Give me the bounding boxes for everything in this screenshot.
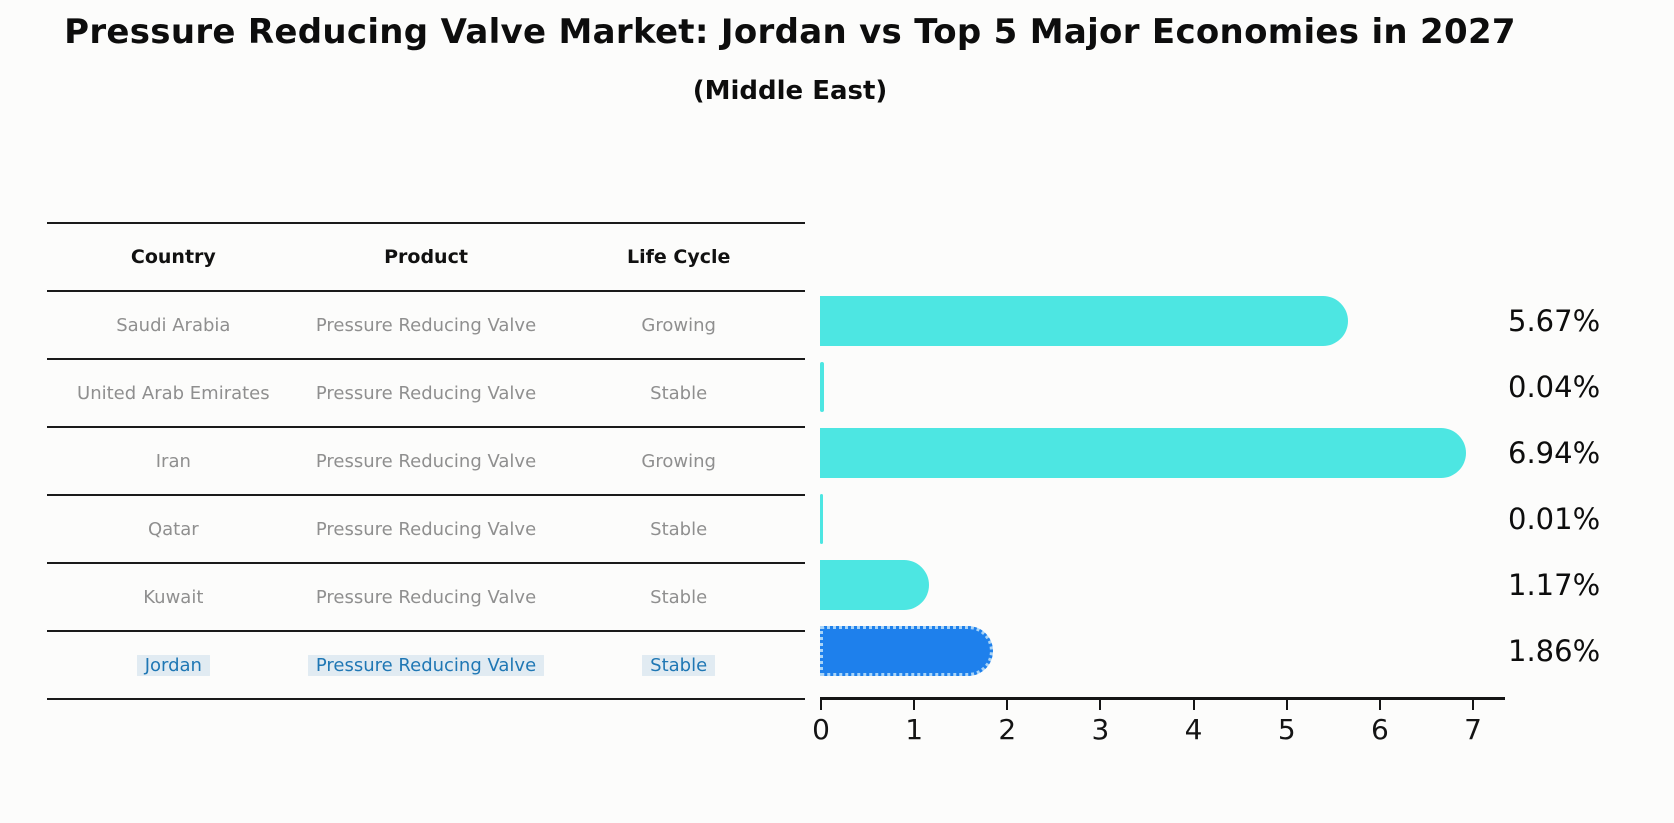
cell-product: Pressure Reducing Valve bbox=[300, 654, 553, 676]
bar-jordan bbox=[820, 626, 994, 676]
x-axis-tick-label: 3 bbox=[1091, 713, 1110, 746]
table-row-kuwait: Kuwait Pressure Reducing Valve Stable bbox=[47, 564, 805, 632]
bar-value-label-united-arab-emirates: 0.04% bbox=[1508, 370, 1601, 404]
x-axis-tick-label: 0 bbox=[812, 713, 830, 746]
column-header-product: Product bbox=[384, 246, 468, 268]
cell-lifecycle: Stable bbox=[650, 382, 708, 404]
x-axis-tick-label: 4 bbox=[1184, 713, 1203, 746]
bar-plot-area: 0 1 2 3 4 5 6 7 bbox=[812, 0, 1520, 823]
bar-iran bbox=[820, 428, 1467, 478]
column-header-lifecycle: Life Cycle bbox=[626, 246, 731, 268]
x-axis-tick-label: 5 bbox=[1277, 713, 1296, 746]
bar-value-label-saudi-arabia: 5.67% bbox=[1508, 304, 1601, 338]
cell-lifecycle: Growing bbox=[641, 314, 716, 336]
country-table: Country Product Life Cycle Saudi Arabia … bbox=[47, 222, 805, 700]
cell-product: Pressure Reducing Valve bbox=[315, 586, 537, 608]
x-axis-tick-label: 1 bbox=[905, 713, 924, 746]
cell-product: Pressure Reducing Valve bbox=[315, 382, 537, 404]
bar-qatar bbox=[820, 494, 823, 544]
bar-kuwait bbox=[820, 560, 929, 610]
table-header-row: Country Product Life Cycle bbox=[47, 224, 805, 292]
chart-title: Pressure Reducing Valve Market: Jordan v… bbox=[64, 12, 1516, 52]
x-axis-tick bbox=[1006, 700, 1009, 710]
x-axis-tick-label: 2 bbox=[998, 713, 1017, 746]
table-row-jordan-highlighted: Jordan Pressure Reducing Valve Stable bbox=[47, 632, 805, 700]
x-axis-tick bbox=[820, 700, 822, 710]
cell-country: Qatar bbox=[147, 518, 199, 540]
cell-product: Pressure Reducing Valve bbox=[315, 518, 537, 540]
x-axis-tick bbox=[1378, 700, 1381, 710]
table-row-iran: Iran Pressure Reducing Valve Growing bbox=[47, 428, 805, 496]
x-axis-line bbox=[820, 697, 1505, 700]
cell-country: Saudi Arabia bbox=[116, 314, 231, 336]
x-axis-tick-label: 6 bbox=[1370, 713, 1389, 746]
cell-country: Iran bbox=[155, 450, 191, 472]
cell-country: United Arab Emirates bbox=[77, 382, 270, 404]
x-axis-tick-label: 7 bbox=[1464, 713, 1482, 746]
bar-value-label-kuwait: 1.17% bbox=[1508, 568, 1601, 602]
x-axis-tick bbox=[1099, 700, 1102, 710]
cell-lifecycle: Stable bbox=[552, 654, 805, 676]
cell-lifecycle: Stable bbox=[650, 586, 708, 608]
column-header-country: Country bbox=[130, 246, 216, 268]
bar-value-label-iran: 6.94% bbox=[1508, 436, 1601, 470]
x-axis-tick bbox=[1472, 700, 1475, 710]
cell-country: Kuwait bbox=[143, 586, 204, 608]
cell-product: Pressure Reducing Valve bbox=[315, 450, 537, 472]
table-row-united-arab-emirates: United Arab Emirates Pressure Reducing V… bbox=[47, 360, 805, 428]
cell-product: Pressure Reducing Valve bbox=[315, 314, 537, 336]
bar-value-label-qatar: 0.01% bbox=[1508, 502, 1601, 536]
x-axis-tick bbox=[1192, 700, 1195, 710]
bar-united-arab-emirates bbox=[820, 362, 824, 412]
cell-lifecycle: Growing bbox=[641, 450, 716, 472]
cell-lifecycle: Stable bbox=[650, 518, 708, 540]
table-row-saudi-arabia: Saudi Arabia Pressure Reducing Valve Gro… bbox=[47, 292, 805, 360]
cell-country: Jordan bbox=[47, 654, 300, 676]
bar-value-label-jordan: 1.86% bbox=[1508, 634, 1601, 668]
bar-saudi-arabia bbox=[820, 296, 1349, 346]
x-axis-tick bbox=[1285, 700, 1288, 710]
table-row-qatar: Qatar Pressure Reducing Valve Stable bbox=[47, 496, 805, 564]
chart-subtitle: (Middle East) bbox=[692, 76, 888, 106]
x-axis-tick bbox=[913, 700, 916, 710]
